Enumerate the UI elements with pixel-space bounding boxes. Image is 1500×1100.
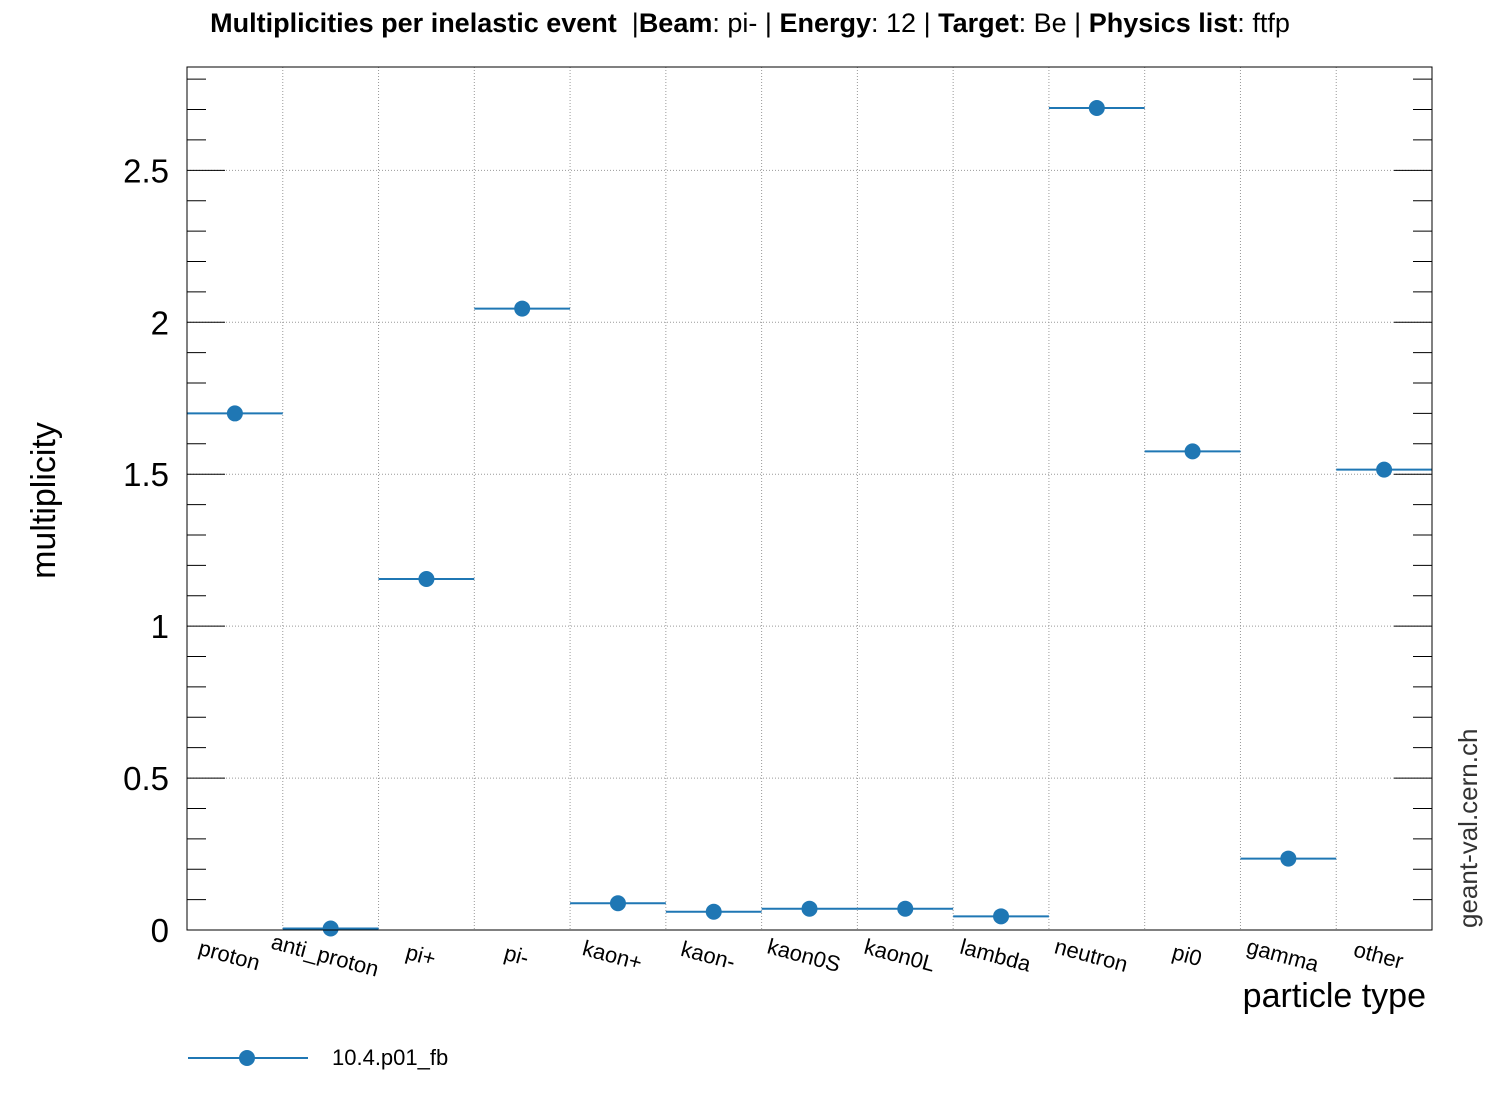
y-tick-label: 1 <box>151 608 169 645</box>
grid-lines <box>187 67 1432 930</box>
title-target-value: Be <box>1033 8 1067 38</box>
data-point <box>897 900 914 917</box>
y-tick-label: 0 <box>151 912 169 949</box>
plot-frame <box>186 66 1433 931</box>
title-main: Multiplicities per inelastic event <box>210 8 617 38</box>
data-point <box>226 405 243 422</box>
title-beam-key: Beam <box>638 8 713 38</box>
axis-labels: 0 0.5 1 1.5 2 2.5 proton anti_proton pi+ pi-kaon+… <box>25 152 1426 1015</box>
data-point <box>1280 850 1297 867</box>
title-energy-value: 12 <box>886 8 917 38</box>
x-tick-label: anti_proton <box>269 929 382 982</box>
legend-marker <box>188 1038 308 1078</box>
title-physics-key: Physics list <box>1088 8 1238 38</box>
x-tick-label: kaon+ <box>580 935 645 975</box>
x-tick-label: pi0 <box>1170 939 1205 971</box>
title-energy-key: Energy <box>779 8 871 38</box>
x-tick-label: pi- <box>502 940 532 970</box>
x-tick-label: pi+ <box>403 939 438 971</box>
data-point <box>1184 443 1201 460</box>
x-tick-label: other <box>1351 937 1406 974</box>
y-tick-label: 2 <box>151 304 169 341</box>
x-tick-label: lambda <box>957 934 1034 977</box>
data-point <box>993 908 1010 925</box>
x-tick-label: kaon0L <box>862 934 938 977</box>
legend: 10.4.p01_fb <box>188 1038 448 1078</box>
title-separator: | <box>631 8 639 38</box>
axis-ticks <box>187 78 1432 931</box>
data-point <box>1088 100 1105 117</box>
title-separator: | <box>1074 8 1082 38</box>
x-tick-label: proton <box>196 935 263 975</box>
data-point <box>514 300 531 317</box>
data-point <box>1376 461 1393 478</box>
x-axis-title: particle type <box>1243 977 1426 1015</box>
watermark-text: geant-val.cern.ch <box>1453 728 1483 928</box>
y-tick-label: 0.5 <box>123 760 169 797</box>
x-tick-label: kaon0S <box>765 934 844 977</box>
data-point <box>322 920 339 937</box>
x-tick-label: kaon- <box>678 936 738 974</box>
title-beam-value: pi- <box>727 8 758 38</box>
y-tick-label: 1.5 <box>123 456 169 493</box>
chart-title: Multiplicities per inelastic event |Beam… <box>210 8 1290 38</box>
data-marks <box>187 100 1432 937</box>
legend-entry-label: 10.4.p01_fb <box>332 1045 449 1070</box>
title-separator: | <box>764 8 772 38</box>
x-tick-label: gamma <box>1244 934 1322 977</box>
data-point <box>418 571 435 588</box>
x-tick-label: neutron <box>1052 934 1131 977</box>
data-point <box>705 903 722 920</box>
data-point <box>609 895 626 912</box>
title-target-key: Target <box>938 8 1019 38</box>
y-tick-label: 2.5 <box>123 152 169 189</box>
y-axis-title: multiplicity <box>25 422 63 579</box>
data-point <box>801 900 818 917</box>
title-separator: | <box>923 8 931 38</box>
title-physics-value: ftfp <box>1252 8 1290 38</box>
